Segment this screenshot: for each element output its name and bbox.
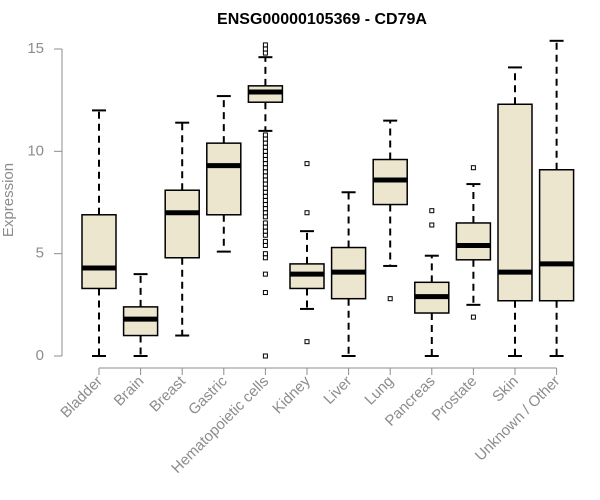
outlier-point — [262, 148, 268, 154]
boxes-group — [81, 39, 575, 359]
outlier-point — [262, 193, 268, 199]
outlier-point — [262, 46, 268, 52]
y-tick-label: 5 — [36, 245, 44, 262]
box-lung — [372, 119, 408, 302]
outlier-point — [387, 296, 393, 302]
iqr-box — [206, 142, 242, 216]
box-bladder — [81, 109, 117, 357]
outlier-point — [262, 242, 268, 248]
chart-title: ENSG00000105369 - CD79A — [217, 11, 427, 28]
outlier-point — [262, 173, 268, 179]
iqr-box — [81, 214, 117, 290]
outlier-point — [262, 224, 268, 230]
x-tick-label: Skin — [489, 373, 522, 406]
outlier-point — [262, 210, 268, 216]
outlier-point — [262, 157, 268, 163]
iqr-box — [497, 103, 533, 302]
outlier-point — [262, 185, 268, 191]
outlier-point — [262, 165, 268, 171]
x-tick-label: Breast — [146, 372, 189, 415]
outlier-point — [262, 214, 268, 220]
outlier-point — [262, 255, 268, 261]
iqr-box — [164, 189, 200, 259]
iqr-box — [455, 222, 492, 261]
x-tick-label: Prostate — [429, 373, 481, 425]
outlier-point — [262, 161, 268, 167]
x-tick-label: Lung — [361, 373, 397, 409]
outlier-point — [304, 161, 310, 167]
outlier-point — [304, 210, 310, 216]
box-liver — [330, 191, 367, 357]
outlier-point — [262, 189, 268, 195]
outlier-point — [262, 228, 268, 234]
box-brain — [122, 273, 159, 357]
outlier-point — [262, 251, 268, 257]
x-tick-label: Brain — [111, 373, 148, 410]
box-skin — [497, 66, 533, 357]
outlier-point — [262, 177, 268, 183]
y-tick-label: 0 — [36, 347, 44, 364]
outlier-point — [262, 238, 268, 244]
outlier-point — [262, 152, 268, 158]
box-prostate — [455, 165, 492, 320]
x-tick-label: Liver — [320, 373, 355, 408]
box-breast — [164, 121, 200, 337]
y-axis: 0 5 10 15 — [27, 40, 63, 364]
outlier-point — [262, 197, 268, 203]
box-kidney — [289, 161, 325, 345]
outlier-point — [262, 353, 268, 359]
outlier-point — [429, 208, 435, 214]
outlier-point — [262, 220, 268, 226]
outlier-point — [262, 140, 268, 146]
outlier-point — [262, 290, 268, 296]
outlier-point — [262, 206, 268, 212]
outlier-point — [470, 165, 476, 171]
outlier-point — [304, 339, 310, 345]
outlier-point — [262, 42, 268, 48]
outlier-point — [262, 169, 268, 175]
x-tick-label: Kidney — [269, 372, 314, 417]
box-gastric — [206, 95, 242, 253]
outlier-point — [262, 202, 268, 208]
y-tick-label: 15 — [27, 40, 44, 57]
outlier-point — [262, 232, 268, 238]
x-tick-label: Bladder — [57, 373, 106, 422]
y-axis-label: Expression — [0, 163, 17, 237]
box-pancreas — [414, 208, 450, 357]
outlier-point — [470, 314, 476, 320]
outlier-point — [262, 136, 268, 142]
outlier-point — [262, 144, 268, 150]
box-unknown-other — [538, 39, 575, 357]
outlier-point — [429, 222, 435, 228]
outlier-point — [262, 181, 268, 187]
iqr-box — [538, 169, 575, 302]
outlier-point — [262, 271, 268, 277]
box-hematopoietic-cells — [247, 42, 284, 359]
outlier-point — [262, 132, 268, 138]
outlier-point — [262, 50, 268, 56]
y-tick-label: 10 — [27, 142, 44, 159]
